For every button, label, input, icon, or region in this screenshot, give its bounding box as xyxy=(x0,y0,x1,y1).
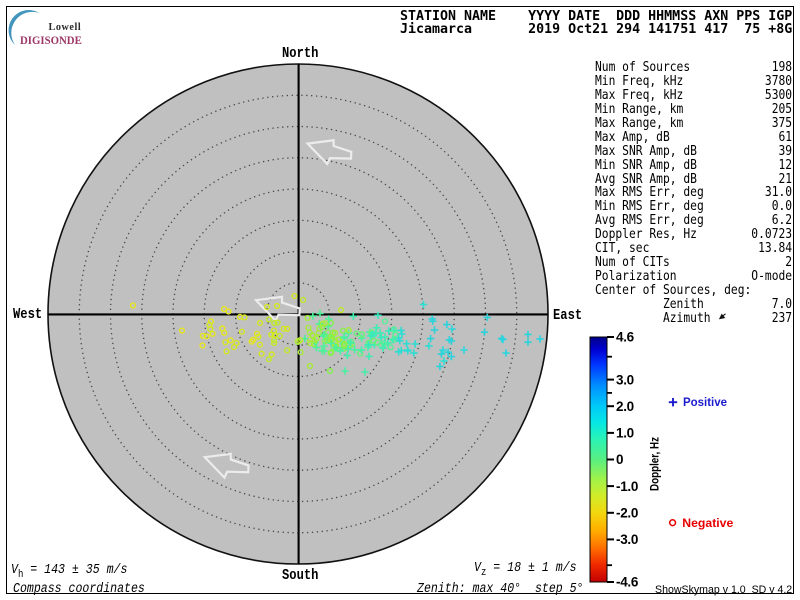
svg-text:4.6: 4.6 xyxy=(616,330,635,345)
svg-text:0: 0 xyxy=(616,452,623,467)
svg-text:Negative: Negative xyxy=(682,516,733,530)
svg-text:-3.0: -3.0 xyxy=(616,532,638,547)
svg-text:-4.6: -4.6 xyxy=(616,575,639,590)
svg-text:1.0: 1.0 xyxy=(616,426,634,441)
svg-text:-1.0: -1.0 xyxy=(616,479,638,494)
svg-text:-2.0: -2.0 xyxy=(616,506,638,521)
svg-text:3.0: 3.0 xyxy=(616,372,634,387)
svg-text:2.0: 2.0 xyxy=(616,399,634,414)
svg-text:Doppler, Hz: Doppler, Hz xyxy=(650,437,662,491)
svg-text:Positive: Positive xyxy=(683,397,727,409)
